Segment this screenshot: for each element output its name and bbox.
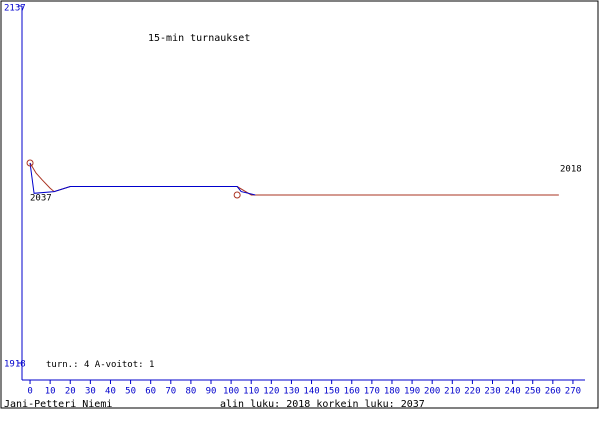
x-tick-label: 0 bbox=[27, 387, 32, 397]
x-tick-label: 180 bbox=[384, 387, 400, 397]
stats: turn.: 4 A-voitot: 1 bbox=[46, 360, 154, 370]
x-tick-label: 90 bbox=[206, 387, 217, 397]
y-tick-label: 1918 bbox=[4, 360, 26, 370]
x-tick-label: 100 bbox=[223, 387, 239, 397]
x-tick-label: 160 bbox=[344, 387, 360, 397]
turn-label: turn.: bbox=[46, 360, 79, 370]
highest-label: korkein luku: bbox=[316, 399, 394, 410]
lowest-label: alin luku: bbox=[220, 399, 280, 410]
x-tick-label: 20 bbox=[65, 387, 76, 397]
start-value: 2037 bbox=[30, 194, 52, 204]
x-tick-label: 230 bbox=[484, 387, 500, 397]
x-tick-label: 80 bbox=[185, 387, 196, 397]
x-tick-label: 60 bbox=[145, 387, 156, 397]
games: 4 bbox=[84, 360, 89, 370]
extremes: alin luku: 2018 korkein luku: 2037 bbox=[220, 399, 425, 410]
wins-label: A-voitot: bbox=[95, 360, 144, 370]
x-tick-label: 140 bbox=[303, 387, 319, 397]
player: Jani-Petteri Niemi bbox=[4, 399, 112, 410]
frame bbox=[0, 0, 599, 409]
y-tick-label: 2137 bbox=[4, 4, 26, 14]
wins: 1 bbox=[149, 360, 154, 370]
x-tick-label: 190 bbox=[404, 387, 420, 397]
lowest: 2018 bbox=[286, 399, 310, 410]
x-tick-label: 110 bbox=[243, 387, 259, 397]
x-tick-label: 170 bbox=[364, 387, 380, 397]
x-tick-label: 130 bbox=[283, 387, 299, 397]
x-tick-label: 30 bbox=[85, 387, 96, 397]
x-tick-label: 120 bbox=[263, 387, 279, 397]
game-marker bbox=[26, 159, 34, 167]
game-marker bbox=[233, 191, 241, 199]
highest: 2037 bbox=[401, 399, 425, 410]
x-tick-label: 270 bbox=[565, 387, 581, 397]
x-tick-label: 50 bbox=[125, 387, 136, 397]
x-tick-label: 150 bbox=[324, 387, 340, 397]
x-tick-label: 250 bbox=[525, 387, 541, 397]
x-tick-label: 200 bbox=[424, 387, 440, 397]
chart-title: 15-min turnaukset bbox=[148, 33, 250, 44]
x-tick-label: 210 bbox=[444, 387, 460, 397]
x-tick-label: 240 bbox=[504, 387, 520, 397]
x-tick-label: 70 bbox=[165, 387, 176, 397]
x-tick-label: 40 bbox=[105, 387, 116, 397]
x-tick-label: 260 bbox=[545, 387, 561, 397]
x-tick-label: 220 bbox=[464, 387, 480, 397]
rating-line bbox=[29, 162, 256, 196]
x-tick-label: 10 bbox=[45, 387, 56, 397]
end-value: 2018 bbox=[560, 165, 582, 175]
